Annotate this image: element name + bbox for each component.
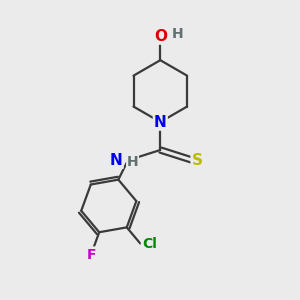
Text: H: H <box>172 27 183 41</box>
Text: N: N <box>154 115 167 130</box>
Text: N: N <box>110 153 123 168</box>
Text: F: F <box>87 248 97 262</box>
Text: O: O <box>154 28 167 44</box>
Text: H: H <box>127 155 138 169</box>
Text: Cl: Cl <box>142 237 157 250</box>
Text: S: S <box>192 153 203 168</box>
